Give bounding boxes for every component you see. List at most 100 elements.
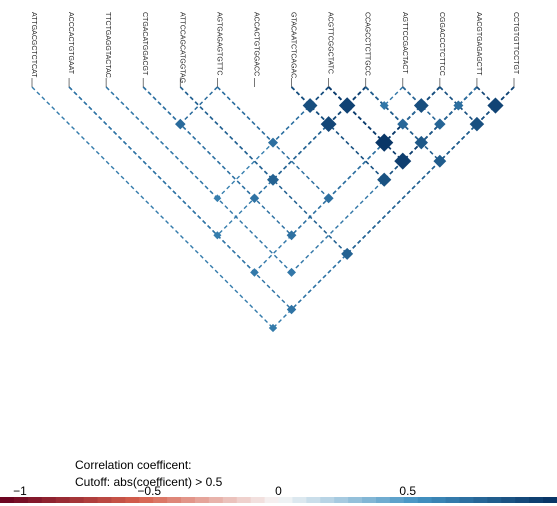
color-scale-segment: [445, 497, 461, 503]
color-scale-segment: [222, 497, 238, 503]
correlation-cell: [175, 118, 186, 130]
correlation-cell: [469, 116, 485, 132]
correlation-cell: [434, 118, 446, 130]
color-scale-segment: [389, 497, 405, 503]
color-scale-segment: [320, 497, 335, 503]
color-scale-segment: [334, 497, 349, 503]
color-scale-segment: [111, 497, 126, 503]
color-scale-segment: [292, 497, 307, 503]
legend-title: Correlation coefficent:: [75, 458, 192, 472]
snp-label: CTGACATGGACGT: [141, 12, 148, 76]
color-scale-tick-label: −1: [13, 484, 27, 498]
color-scale-segment: [362, 497, 377, 503]
correlation-cell: [487, 97, 504, 114]
correlation-cell: [377, 172, 392, 187]
color-scale-segment: [41, 497, 57, 503]
color-scale-segment: [194, 497, 210, 503]
color-scale-segment: [167, 497, 182, 503]
color-scale-segment: [459, 497, 474, 503]
color-scale-segment: [55, 497, 71, 503]
color-scale-tick-label: 0: [275, 484, 282, 498]
color-scale-segment: [501, 497, 516, 503]
link-line: [179, 86, 348, 255]
color-scale-ticks: −1 −0.5 0 0.5: [13, 484, 416, 498]
link-line: [272, 86, 330, 144]
snp-label: GTACAATCTCAGAC: [290, 12, 297, 78]
link-line: [439, 86, 478, 125]
color-scale-segment: [515, 497, 530, 503]
correlation-cells: [175, 97, 504, 333]
correlation-cell: [394, 152, 412, 170]
link-line: [383, 86, 441, 144]
color-scale-segment: [543, 497, 557, 503]
correlation-cell: [453, 100, 464, 111]
snp-label: ACGTTCGGCTATC: [327, 12, 334, 74]
correlation-cell: [302, 98, 318, 113]
correlation-cell: [286, 230, 297, 241]
snp-label: AGTTCCGACTACT: [401, 12, 408, 74]
link-line: [402, 86, 441, 125]
correlation-cell: [413, 98, 429, 113]
correlation-cell: [286, 304, 297, 315]
color-scale-segment: [417, 497, 433, 503]
color-scale-segment: [487, 497, 502, 503]
link-line: [420, 86, 478, 144]
snp-label: ATTGACGCTCTCAT: [30, 12, 37, 78]
color-scale-segment: [181, 497, 196, 503]
color-scale-tick-label: 0.5: [399, 484, 416, 498]
correlation-cell: [267, 173, 279, 186]
color-scale-segment: [473, 497, 488, 503]
snp-label: CCTGTGTTCCTGT: [512, 12, 519, 75]
correlation-cell: [268, 323, 278, 333]
link-line: [346, 86, 515, 255]
snp-label: CCAGCCTCTTGCC: [364, 12, 371, 76]
correlation-cell: [338, 97, 356, 114]
color-scale-segment: [153, 497, 168, 503]
color-scale-segment: [139, 497, 154, 503]
snp-label: AGTGAGAGTGTTC: [215, 12, 222, 75]
link-line: [142, 86, 293, 236]
correlation-cell: [375, 133, 394, 152]
link-line: [272, 86, 367, 181]
correlation-cell: [250, 268, 259, 277]
color-scale-segment: [278, 497, 293, 503]
snp-label: ATTCCAGCATGGTAG: [178, 12, 185, 83]
color-scale-segment: [529, 497, 544, 503]
correlation-cell: [213, 231, 222, 240]
link-line: [253, 86, 441, 273]
correlation-cell: [249, 193, 260, 203]
color-scale-segment: [97, 497, 112, 503]
correlation-cell: [379, 101, 389, 110]
correlation-cell: [267, 137, 279, 148]
color-scale-segment: [250, 497, 266, 503]
color-scale-segment: [69, 497, 85, 503]
link-line: [383, 86, 404, 107]
color-scale-segment: [236, 497, 252, 503]
color-scale-segment: [348, 497, 363, 503]
correlation-cell: [397, 118, 409, 130]
correlation-cell: [320, 116, 337, 133]
color-scale-segment: [13, 497, 29, 503]
color-scale-segment: [306, 497, 321, 503]
correlation-cell: [414, 135, 429, 150]
link-line: [290, 86, 385, 181]
correlation-cell: [323, 193, 334, 204]
color-scale-segment: [403, 497, 419, 503]
snp-label: ACCCACTGTGAAT: [67, 12, 74, 75]
snp-label: AACGTGAGAGCTT: [475, 12, 482, 76]
snp-label: CGGACCCTCTTCC: [438, 12, 445, 76]
correlation-cell: [287, 267, 296, 277]
link-line: [179, 86, 218, 125]
color-scale-segment: [0, 497, 15, 503]
color-scale-segment: [264, 497, 279, 503]
link-line: [105, 86, 293, 273]
snp-label: TTCTGAGGTACTAC: [104, 12, 111, 78]
color-scale-bar: [0, 497, 557, 503]
color-scale-segment: [125, 497, 140, 503]
link-line: [457, 86, 478, 107]
link-line: [328, 86, 404, 162]
correlation-cell: [213, 194, 222, 203]
color-scale-segment: [431, 497, 447, 503]
snp-labels: ATTGACGCTCTCAT ACCCACTGTGAAT TTCTGAGGTACTA…: [30, 12, 519, 87]
